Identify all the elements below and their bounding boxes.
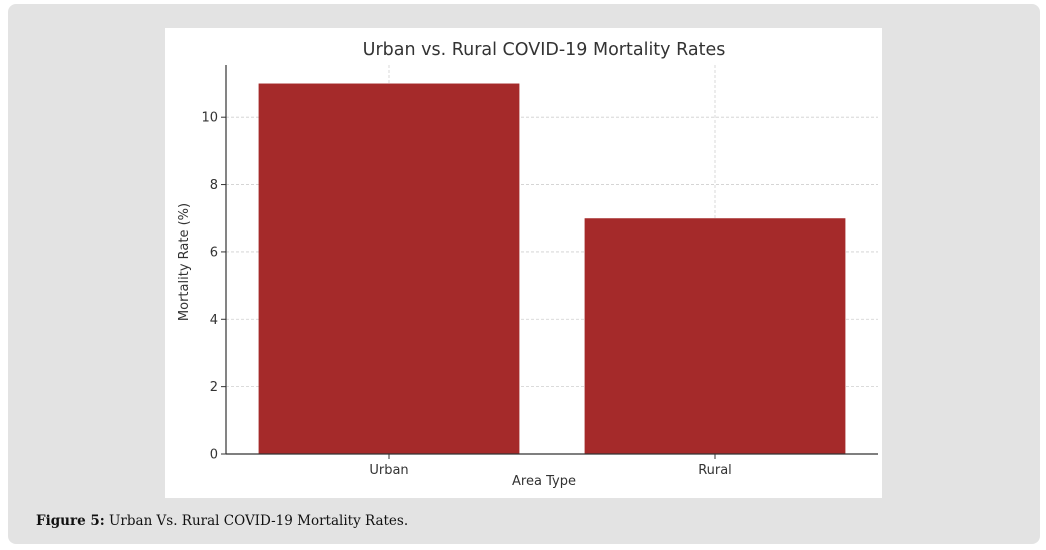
y-tick-label: 6 — [210, 245, 218, 260]
x-axis-label: Area Type — [512, 474, 576, 489]
y-tick-label: 4 — [210, 313, 218, 328]
caption-label: Figure 5: — [36, 513, 105, 529]
x-tick-label: Rural — [698, 463, 732, 478]
bar-chart: 0 2 4 6 8 10 Urban Rural Urban vs. Rural COVID-… — [177, 40, 878, 489]
y-tick-label: 8 — [210, 178, 218, 193]
caption-text: Urban Vs. Rural COVID-19 Mortality Rates… — [104, 513, 409, 529]
y-tick-label: 10 — [201, 111, 218, 126]
bar-rural — [584, 218, 846, 454]
axes: 0 2 4 6 8 10 Urban Rural — [201, 65, 878, 478]
figure-caption: Figure 5: Urban Vs. Rural COVID-19 Morta… — [36, 513, 408, 529]
figure-frame: 0 2 4 6 8 10 Urban Rural Urban vs. Rural COVID-… — [8, 4, 1040, 544]
y-tick-label: 2 — [210, 380, 218, 395]
chart-area: 0 2 4 6 8 10 Urban Rural Urban vs. Rural COVID-… — [165, 28, 882, 498]
y-axis-label: Mortality Rate (%) — [177, 203, 192, 321]
bars — [258, 83, 846, 455]
grid-lines — [226, 65, 878, 454]
y-tick-label: 0 — [210, 448, 218, 463]
bar-urban — [258, 83, 520, 455]
x-tick-label: Urban — [369, 463, 408, 478]
chart-title: Urban vs. Rural COVID-19 Mortality Rates — [363, 40, 726, 60]
